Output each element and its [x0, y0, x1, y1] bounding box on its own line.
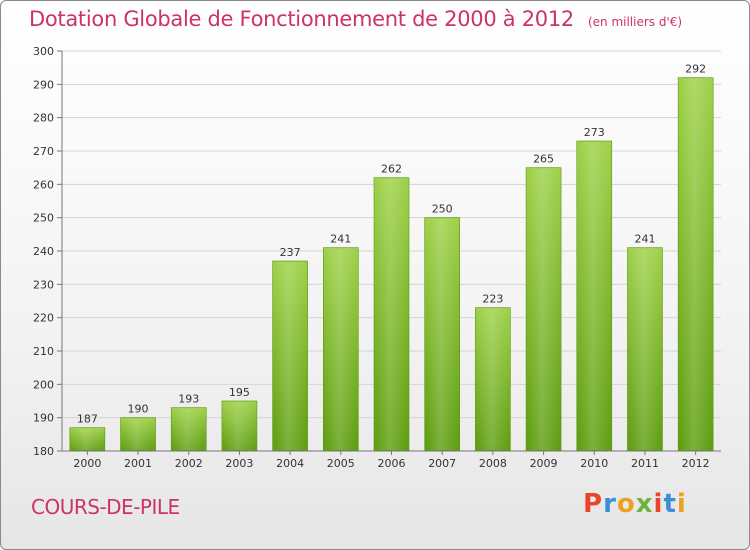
value-label-2002: 193	[178, 393, 199, 406]
bar-highlight	[578, 142, 610, 450]
bar-highlight	[223, 402, 255, 450]
value-label-2007: 250	[432, 203, 453, 216]
x-tick-label-2003: 2003	[225, 457, 253, 470]
y-tick-label: 200	[33, 378, 54, 391]
value-label-2005: 241	[330, 233, 351, 246]
bar-highlight	[274, 262, 306, 450]
y-tick-label: 300	[33, 45, 54, 58]
x-axis: 2000 2001 2002 2003 2004 2005 2006 2007 2008 2009…	[62, 450, 721, 470]
commune-name: COURS-DE-PILE	[31, 495, 180, 519]
brand-letter: i	[676, 489, 687, 519]
bar-highlight	[680, 78, 712, 451]
y-tick-label: 250	[33, 212, 54, 225]
brand-letter: i	[653, 489, 664, 519]
value-label-2011: 241	[634, 233, 655, 246]
y-tick-label: 280	[33, 112, 54, 125]
chart-subtitle: (en milliers d'€)	[587, 15, 683, 29]
bar-highlight	[325, 248, 357, 450]
bar-highlight	[376, 178, 407, 450]
x-tick-label-2000: 2000	[73, 457, 101, 470]
y-tick-label: 290	[33, 78, 54, 91]
value-label-2012: 292	[685, 63, 706, 76]
value-label-2010: 273	[584, 126, 605, 139]
y-tick-label: 210	[33, 345, 54, 358]
chart-title: Dotation Globale de Fonctionnement de 20…	[29, 7, 574, 31]
value-label-2006: 262	[381, 163, 402, 176]
x-tick-label-2007: 2007	[428, 457, 456, 470]
value-label-2004: 237	[280, 246, 301, 259]
value-label-2008: 223	[482, 293, 503, 306]
x-tick-label-2002: 2002	[175, 457, 203, 470]
y-tick-label: 240	[33, 245, 54, 258]
bar-highlight	[122, 418, 154, 450]
brand-letter: t	[663, 489, 677, 519]
y-tick-label: 230	[33, 278, 54, 291]
y-tick-label: 260	[33, 178, 54, 191]
x-tick-label-2006: 2006	[378, 457, 406, 470]
x-tick-label-2010: 2010	[580, 457, 608, 470]
bar-highlight	[71, 428, 103, 450]
brand-letter: P	[583, 489, 604, 519]
y-tick-label: 180	[33, 445, 54, 458]
value-label-2001: 190	[128, 403, 149, 416]
y-tick-label: 190	[33, 412, 54, 425]
y-tick-label: 270	[33, 145, 54, 158]
bar-highlight	[477, 308, 509, 450]
bar-highlight	[173, 408, 205, 450]
y-axis: 180 190 200 210 220 230 240 250 260 270 280 290 300	[33, 45, 63, 458]
value-label-2009: 265	[533, 153, 554, 166]
proxiti-logo: Proxiti	[583, 489, 687, 519]
chart-title-block: Dotation Globale de Fonctionnement de 20…	[29, 7, 682, 31]
x-tick-label-2009: 2009	[530, 457, 558, 470]
x-tick-label-2004: 2004	[276, 457, 304, 470]
y-tick-label: 220	[33, 312, 54, 325]
bars: 187 190 193 195 237 241 262 250 223 265 273 241 292	[69, 63, 714, 452]
brand-letter: r	[603, 489, 617, 519]
brand-letter: x	[635, 489, 654, 519]
bar-highlight	[528, 168, 560, 450]
bar-highlight	[426, 218, 458, 450]
bar-highlight	[629, 248, 661, 450]
value-label-2003: 195	[229, 386, 250, 399]
value-label-2000: 187	[77, 413, 98, 426]
x-tick-label-2011: 2011	[631, 457, 659, 470]
x-tick-label-2008: 2008	[479, 457, 507, 470]
x-tick-label-2012: 2012	[682, 457, 710, 470]
x-tick-label-2001: 2001	[124, 457, 152, 470]
x-tick-label-2005: 2005	[327, 457, 355, 470]
brand-letter: o	[616, 489, 636, 519]
